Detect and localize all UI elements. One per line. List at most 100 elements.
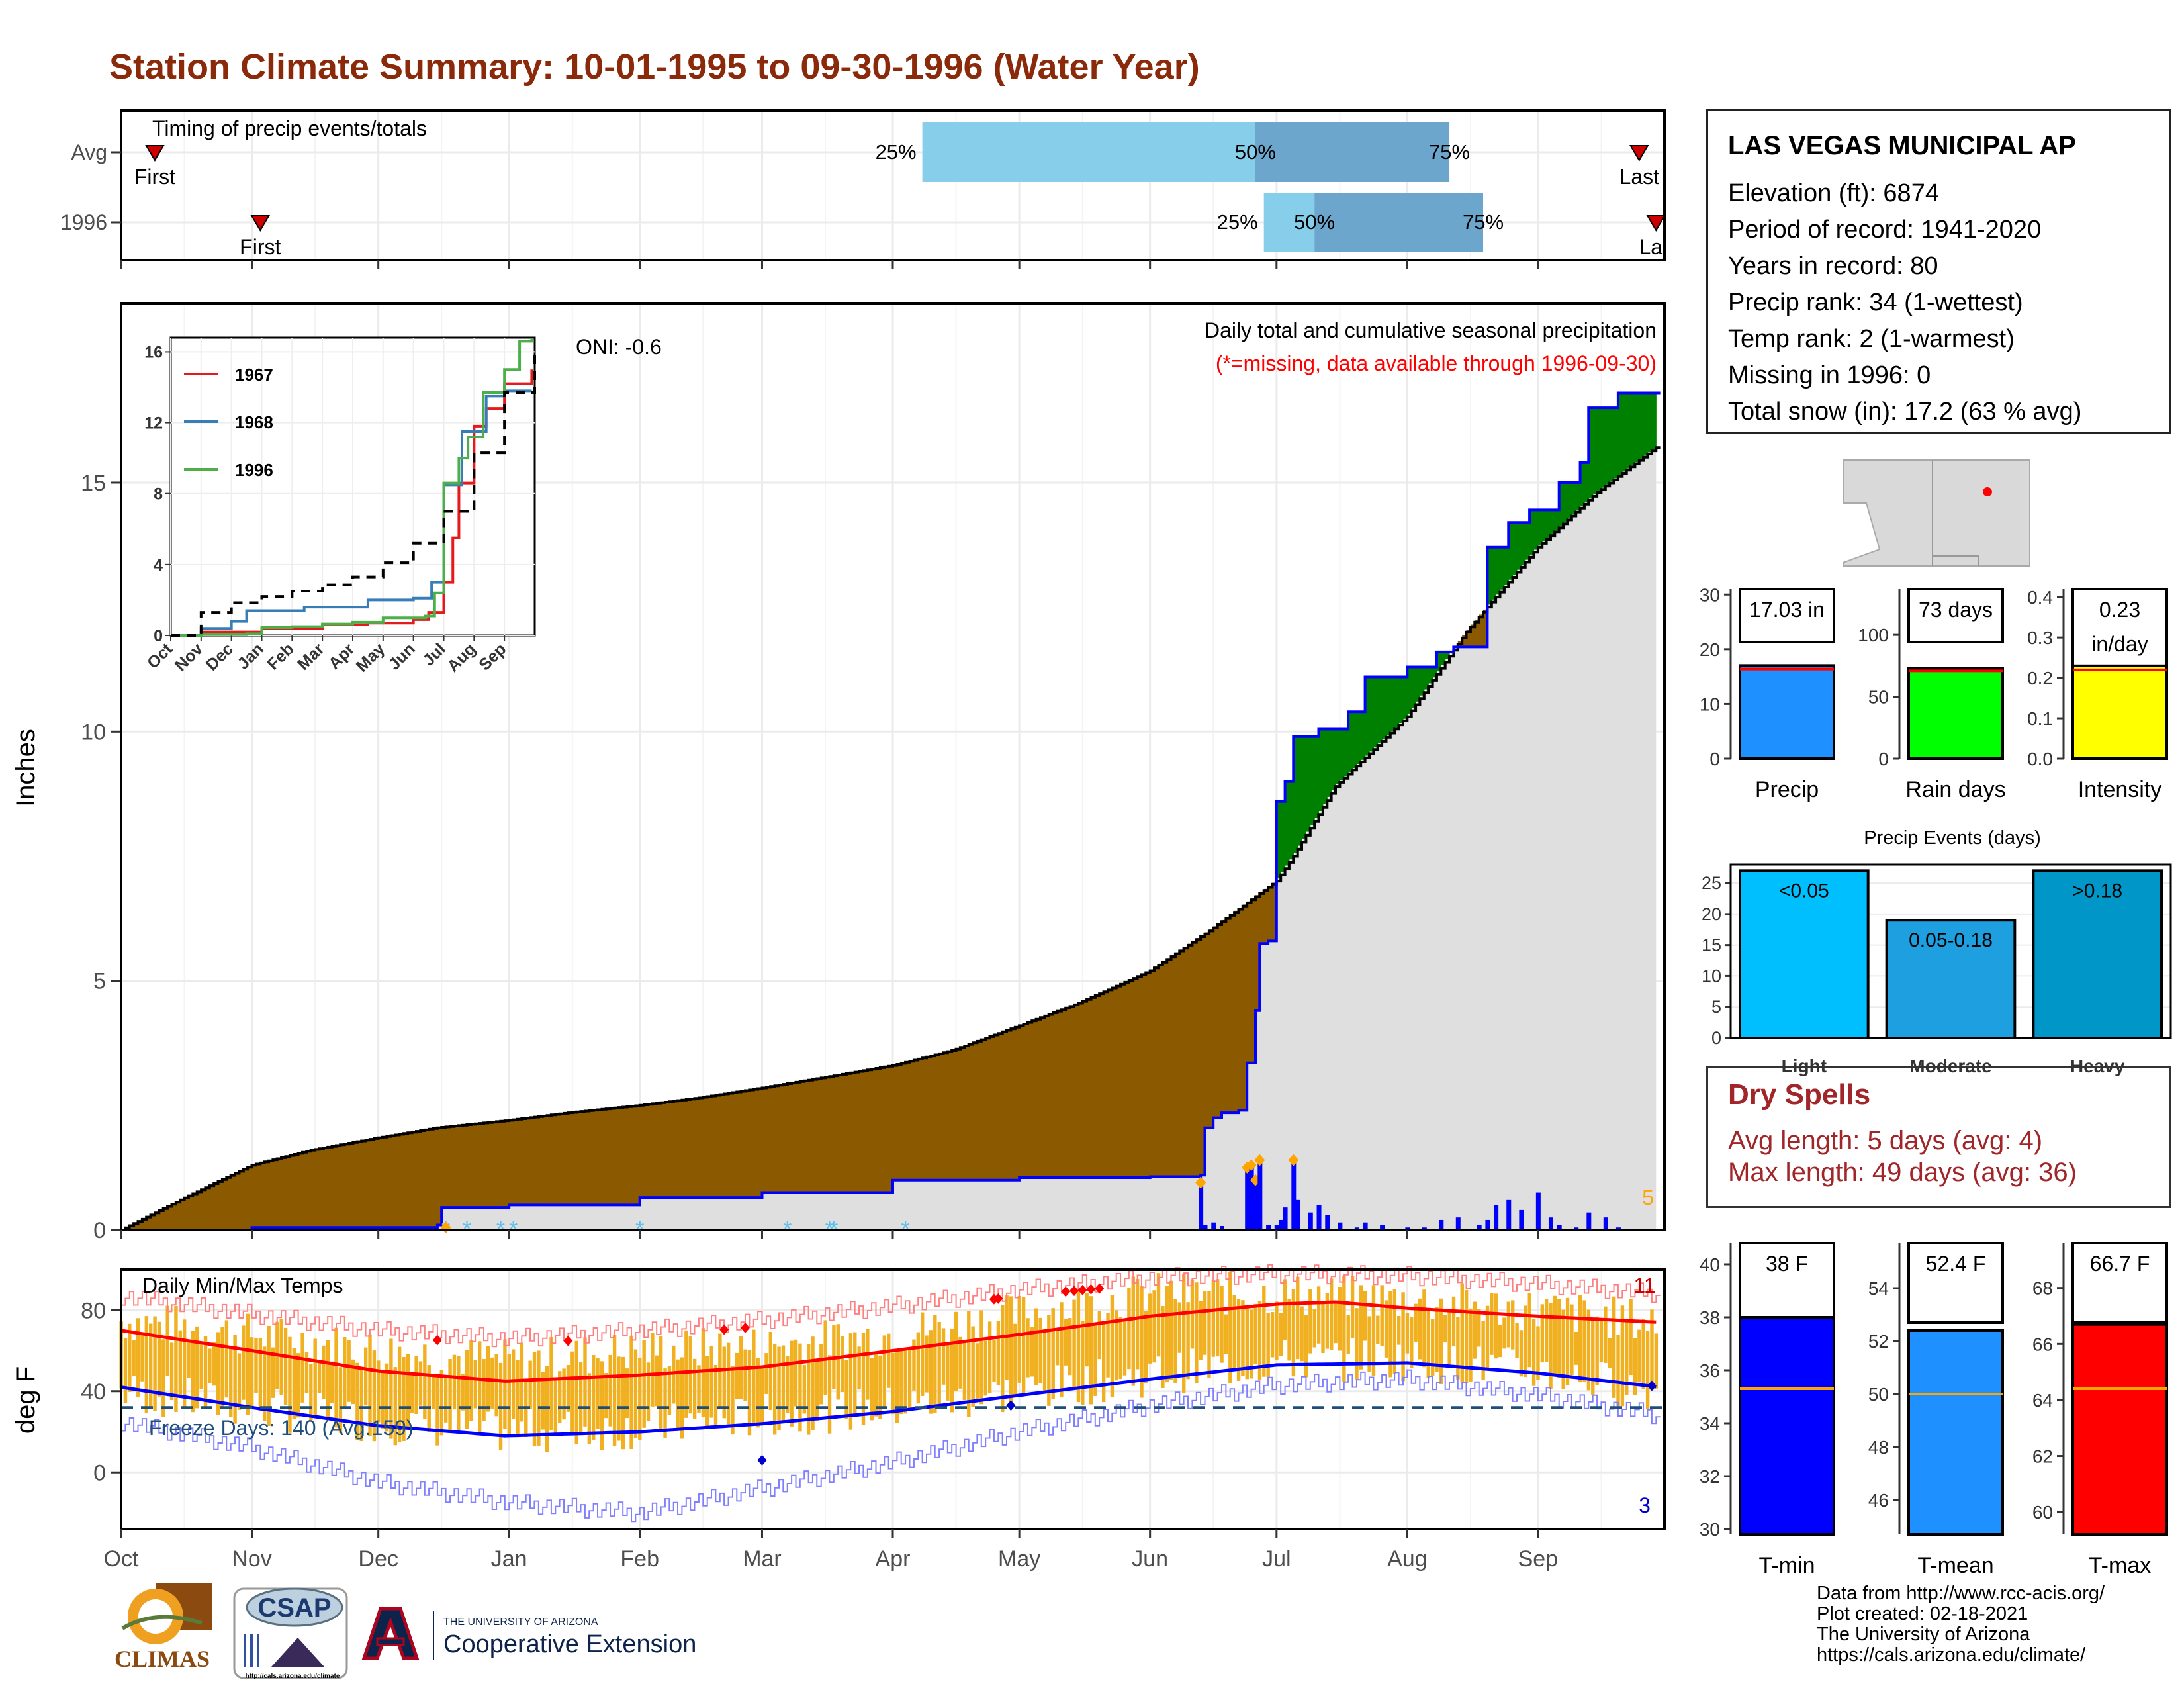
precip-diff-strip bbox=[403, 1133, 408, 1228]
precip-diff-strip bbox=[1011, 1027, 1016, 1180]
temp-daily-range-bar bbox=[233, 1335, 237, 1424]
precip-diff-strip bbox=[159, 1209, 164, 1230]
temp-daily-range-bar bbox=[870, 1358, 874, 1421]
temp-daily-range-bar bbox=[1030, 1327, 1034, 1377]
precip-diff-strip bbox=[1015, 1026, 1020, 1180]
inset-x-tick-label-4: Feb bbox=[263, 639, 297, 673]
temp-daily-range-bar bbox=[1494, 1293, 1498, 1359]
station-location-marker bbox=[1983, 487, 1992, 496]
precip-diff-strip bbox=[1099, 992, 1105, 1178]
temp-daily-range-bar bbox=[735, 1352, 739, 1399]
tmean-y-tick-label-3: 52 bbox=[1868, 1331, 1889, 1352]
precip-diff-strip bbox=[167, 1205, 173, 1230]
temp-daily-range-bar bbox=[1085, 1292, 1089, 1367]
temp-daily-range-bar bbox=[1060, 1302, 1064, 1397]
timing-1996-box-50-75 bbox=[1314, 193, 1484, 252]
precip-oni-label: ONI: -0.6 bbox=[576, 335, 662, 359]
precip-diff-strip bbox=[614, 1107, 619, 1205]
precip-y-axis-label: Inches bbox=[11, 729, 40, 807]
temp-daily-range-bar bbox=[372, 1350, 377, 1442]
precip-diff-strip bbox=[732, 1092, 737, 1198]
temp-record-low-line bbox=[121, 1369, 1661, 1523]
temp-daily-range-bar bbox=[921, 1312, 925, 1396]
temp-daily-range-bar bbox=[713, 1365, 718, 1425]
station-total-snow: Total snow (in): 17.2 (63 % avg) bbox=[1728, 398, 2082, 426]
csap-logo-url: http://cals.arizona.edu/climate bbox=[246, 1673, 340, 1680]
precip-diff-strip bbox=[344, 1143, 349, 1228]
precip-diff-strip bbox=[492, 1121, 497, 1208]
precip-diff-strip bbox=[264, 1161, 269, 1228]
precip-diff-strip bbox=[1238, 908, 1244, 1111]
temp-daily-range-bar bbox=[317, 1361, 322, 1393]
precip-diff-strip bbox=[1112, 987, 1117, 1178]
temp-daily-range-bar bbox=[1135, 1278, 1140, 1370]
tmax-value-label-0: 66.7 F bbox=[2090, 1252, 2150, 1276]
temp-daily-range-bar bbox=[330, 1361, 334, 1404]
precip-daily-bar bbox=[1535, 1192, 1541, 1230]
temp-daily-range-bar bbox=[950, 1329, 954, 1413]
temp-daily-range-bar bbox=[381, 1370, 385, 1429]
temp-daily-range-bar bbox=[633, 1349, 638, 1438]
temp-daily-range-bar bbox=[659, 1336, 663, 1430]
timing-row-label-1: 1996 bbox=[60, 211, 107, 234]
precip-diff-strip bbox=[1377, 677, 1383, 744]
precip-diff-strip bbox=[1272, 882, 1277, 941]
precip-diff-strip bbox=[850, 1072, 856, 1193]
precip-diff-strip bbox=[939, 1053, 944, 1180]
precip-diff-strip bbox=[1441, 651, 1446, 666]
inset-x-tick-label-1: Nov bbox=[171, 639, 206, 675]
temp-daily-range-bar bbox=[174, 1305, 178, 1412]
temp-daily-range-bar bbox=[1236, 1299, 1241, 1381]
temp-daily-range-bar bbox=[149, 1323, 153, 1407]
intensity-y-tick-label-0: 0.0 bbox=[2027, 749, 2053, 769]
temp-freeze-label: Freeze Days: 140 (Avg:159) bbox=[149, 1416, 414, 1440]
precip-diff-strip bbox=[1500, 547, 1505, 590]
precip-diff-strip bbox=[1571, 482, 1576, 514]
precip-diff-strip bbox=[294, 1154, 299, 1228]
events-range-label-moderate: 0.05-0.18 bbox=[1909, 929, 1993, 951]
temp-daily-range-bar bbox=[836, 1324, 840, 1400]
temp-daily-range-bar bbox=[1346, 1315, 1350, 1354]
precip-diff-strip bbox=[1361, 712, 1366, 760]
inset-x-tick-label-2: Dec bbox=[203, 639, 237, 674]
rain-days-value-label-0: 73 days bbox=[1919, 598, 1993, 622]
temp-daily-range-bar bbox=[672, 1345, 676, 1404]
temp-daily-range-bar bbox=[1443, 1315, 1447, 1343]
temp-daily-range-bar bbox=[1570, 1304, 1574, 1376]
precip-diff-strip bbox=[1416, 667, 1421, 702]
precip-total-y-tick-label-1: 10 bbox=[1700, 694, 1720, 714]
intensity-y-tick-label-3: 0.3 bbox=[2027, 628, 2053, 648]
precip-diff-strip bbox=[150, 1213, 156, 1230]
precip-diff-strip bbox=[623, 1107, 628, 1205]
precip-diff-strip bbox=[1580, 462, 1585, 506]
precip-diff-strip bbox=[1226, 917, 1231, 1113]
precip-diff-strip bbox=[1281, 801, 1286, 872]
temp-daily-range-bar bbox=[1064, 1318, 1068, 1366]
rain-days-category-label: Rain days bbox=[1905, 777, 2005, 802]
precip-diff-strip bbox=[463, 1125, 468, 1208]
timing-1996-label-50: 50% bbox=[1294, 211, 1335, 234]
precip-diff-strip bbox=[952, 1049, 957, 1180]
precip-daily-bar bbox=[1211, 1222, 1216, 1230]
precip-diff-strip bbox=[1327, 729, 1332, 797]
temp-daily-range-bar bbox=[760, 1366, 764, 1423]
temp-daily-range-bar bbox=[1359, 1285, 1363, 1370]
precip-diff-strip bbox=[1592, 408, 1598, 494]
tmax-y-tick-label-4: 68 bbox=[2032, 1278, 2053, 1299]
temp-daily-range-bar bbox=[461, 1374, 465, 1411]
precip-diff-strip bbox=[1512, 522, 1518, 575]
temp-daily-range-bar bbox=[1342, 1276, 1346, 1382]
precip-diff-strip bbox=[1462, 635, 1467, 647]
temp-daily-range-bar bbox=[292, 1348, 296, 1419]
temp-daily-range-bar bbox=[819, 1344, 823, 1405]
precip-diff-strip bbox=[445, 1127, 451, 1208]
temp-daily-range-bar bbox=[444, 1377, 448, 1423]
precip-diff-strip bbox=[277, 1158, 282, 1228]
precip-diff-strip bbox=[1365, 677, 1370, 756]
temp-daily-range-bar bbox=[1275, 1301, 1279, 1361]
temp-daily-range-bar bbox=[1330, 1278, 1334, 1350]
precip-diff-strip bbox=[1436, 651, 1441, 672]
temp-daily-range-bar bbox=[1262, 1286, 1266, 1377]
intensity-value-label-1: in/day bbox=[2091, 632, 2148, 656]
temp-daily-range-bar bbox=[1350, 1276, 1355, 1338]
